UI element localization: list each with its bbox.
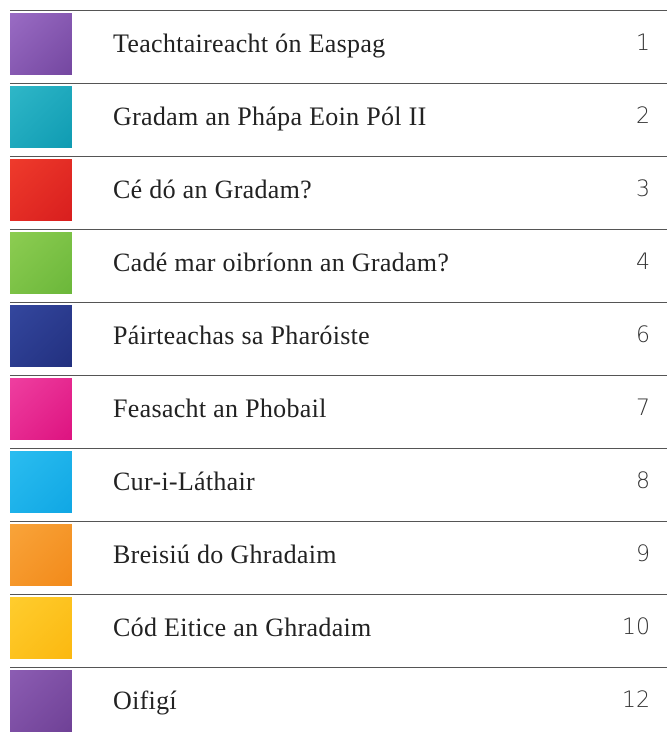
- toc-entry: Oifigí 12: [10, 667, 667, 740]
- entry-title: Cód Eitice an Ghradaim: [113, 613, 372, 643]
- entry-title: Cur-i-Láthair: [113, 467, 255, 497]
- page-number: 2: [636, 104, 650, 129]
- entry-title: Cadé mar oibríonn an Gradam?: [113, 248, 449, 278]
- page-number: 7: [636, 396, 650, 421]
- toc-entry: Cód Eitice an Ghradaim 10: [10, 594, 667, 667]
- entry-title: Cé dó an Gradam?: [113, 175, 312, 205]
- page-number: 3: [636, 177, 650, 202]
- page-number: 8: [636, 469, 650, 494]
- page-number: 1: [636, 31, 650, 56]
- toc-entry: Breisiú do Ghradaim 9: [10, 521, 667, 594]
- toc-entry: Gradam an Phápa Eoin Pól II 2: [10, 83, 667, 156]
- color-swatch: [10, 305, 72, 367]
- color-swatch: [10, 524, 72, 586]
- toc-entry: Páirteachas sa Pharóiste 6: [10, 302, 667, 375]
- toc-entry: Feasacht an Phobail 7: [10, 375, 667, 448]
- toc-entry: Cé dó an Gradam? 3: [10, 156, 667, 229]
- page-number: 10: [622, 615, 650, 640]
- color-swatch: [10, 597, 72, 659]
- entry-title: Breisiú do Ghradaim: [113, 540, 337, 570]
- entry-title: Feasacht an Phobail: [113, 394, 327, 424]
- page: Teachtaireacht ón Easpag 1 Gradam an Phápa…: [0, 0, 667, 743]
- page-number: 6: [636, 323, 650, 348]
- color-swatch: [10, 670, 72, 732]
- toc-entry: Cadé mar oibríonn an Gradam? 4: [10, 229, 667, 302]
- color-swatch: [10, 86, 72, 148]
- toc-entry: Cur-i-Láthair 8: [10, 448, 667, 521]
- color-swatch: [10, 13, 72, 75]
- page-number: 4: [636, 250, 650, 275]
- color-swatch: [10, 451, 72, 513]
- page-number: 12: [622, 688, 650, 713]
- entry-title: Páirteachas sa Pharóiste: [113, 321, 370, 351]
- entry-title: Oifigí: [113, 686, 177, 716]
- color-swatch: [10, 232, 72, 294]
- entry-title: Teachtaireacht ón Easpag: [113, 29, 385, 59]
- entry-title: Gradam an Phápa Eoin Pól II: [113, 102, 427, 132]
- toc-entry: Teachtaireacht ón Easpag 1: [10, 10, 667, 83]
- table-of-contents: Teachtaireacht ón Easpag 1 Gradam an Phápa…: [10, 10, 667, 740]
- color-swatch: [10, 159, 72, 221]
- color-swatch: [10, 378, 72, 440]
- page-number: 9: [636, 542, 650, 567]
